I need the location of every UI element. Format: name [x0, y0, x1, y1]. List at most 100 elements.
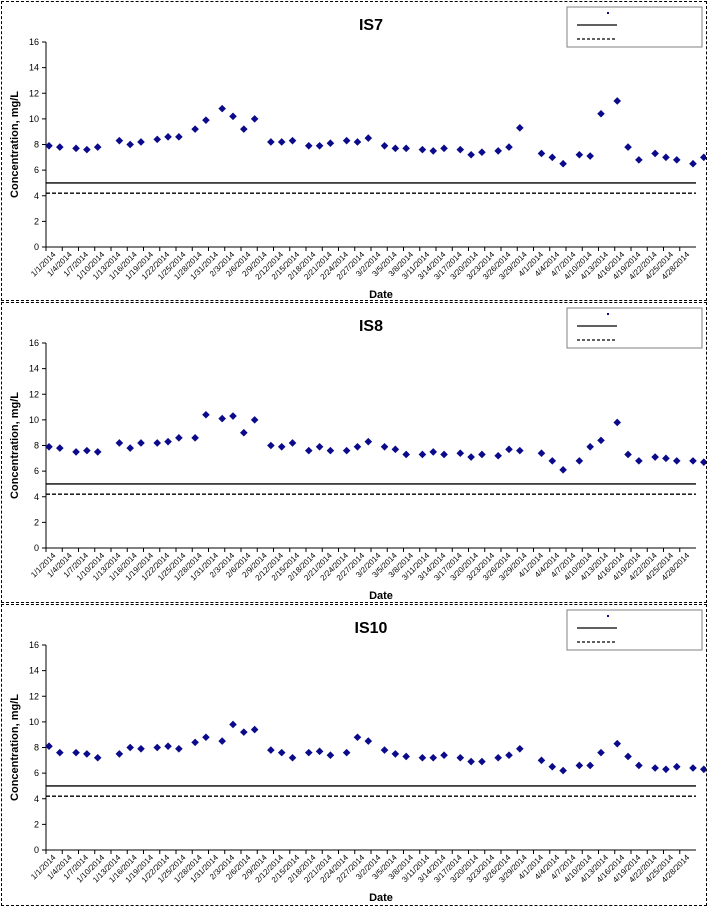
data-point: [115, 750, 124, 758]
data-point: [429, 147, 438, 155]
y-tick-label: 10: [29, 114, 39, 124]
data-point: [126, 444, 134, 452]
data-point: [229, 112, 237, 121]
y-tick-label: 16: [29, 640, 39, 650]
y-tick-label: 12: [29, 691, 39, 701]
data-point: [662, 153, 670, 162]
data-point: [662, 454, 670, 463]
data-point: [548, 153, 557, 162]
data-point: [277, 748, 286, 757]
data-point: [304, 141, 313, 150]
data-point: [137, 439, 145, 447]
data-point: [83, 446, 91, 455]
chart-is10: IS1002468101214161/1/20141/4/20141/7/201…: [9, 609, 708, 904]
data-point: [315, 442, 324, 451]
legend-frame: [566, 307, 703, 349]
y-tick-label: 2: [34, 216, 39, 226]
legend: [566, 307, 703, 349]
y-tick-label: 8: [34, 743, 39, 753]
data-point: [164, 742, 172, 751]
data-point: [559, 466, 567, 474]
data-point: [267, 746, 275, 754]
data-point: [137, 138, 145, 146]
data-point: [364, 437, 373, 446]
data-point: [586, 152, 594, 160]
data-point: [191, 738, 199, 747]
data-point: [402, 450, 410, 459]
data-point: [364, 134, 373, 142]
data-point: [175, 133, 183, 141]
data-point: [672, 457, 681, 465]
data-point: [456, 449, 465, 457]
data-point: [93, 143, 102, 151]
data-point: [202, 410, 210, 419]
data-point: [83, 750, 91, 758]
data-point: [516, 744, 524, 753]
data-point: [353, 138, 362, 146]
data-point: [153, 135, 162, 144]
x-axis-label: Date: [369, 289, 393, 300]
data-point: [456, 753, 465, 762]
data-point: [364, 737, 373, 745]
y-tick-label: 0: [34, 242, 39, 252]
chart-panel-is10: IS10 0 2 4 6 8 10 12 14 16 1/1/2014 1/4/2014 1/7/201…: [1, 604, 708, 906]
y-tick-label: 4: [34, 794, 39, 804]
data-point: [380, 442, 389, 451]
data-point: [93, 753, 102, 762]
data-point: [402, 144, 410, 153]
data-point: [240, 428, 248, 437]
data-point: [202, 733, 210, 742]
y-tick-label: 8: [34, 140, 39, 150]
y-tick-label: 12: [29, 389, 39, 399]
data-point: [250, 115, 259, 123]
data-point: [326, 446, 335, 455]
data-point: [164, 437, 172, 446]
data-point: [478, 757, 486, 766]
data-point: [342, 136, 351, 145]
data-point: [277, 442, 286, 451]
data-point: [45, 442, 53, 451]
data-point: [218, 737, 226, 745]
data-point: [505, 445, 513, 454]
data-point: [689, 764, 697, 772]
data-point: [429, 753, 438, 762]
data-point: [613, 418, 622, 427]
data-point: [516, 446, 524, 455]
data-point: [153, 439, 162, 447]
data-point: [250, 725, 259, 734]
data-point: [353, 442, 362, 451]
data-point: [267, 138, 275, 146]
data-point: [624, 450, 632, 459]
data-point: [559, 766, 567, 775]
y-tick-label: 16: [29, 338, 39, 348]
data-point: [597, 109, 605, 118]
data-point: [672, 156, 681, 164]
data-point: [418, 145, 427, 154]
data-point: [575, 761, 584, 770]
y-tick-label: 0: [34, 543, 39, 553]
data-point: [240, 728, 248, 736]
legend-frame: [566, 6, 703, 48]
data-point: [662, 765, 670, 774]
data-point: [689, 159, 697, 168]
data-point: [83, 145, 91, 154]
data-point: [651, 453, 659, 461]
y-tick-label: 14: [29, 364, 39, 374]
data-point: [72, 448, 80, 456]
y-tick-label: 6: [34, 165, 39, 175]
data-point: [277, 138, 286, 146]
y-tick-label: 4: [34, 191, 39, 201]
data-point: [56, 748, 64, 757]
data-point: [613, 97, 622, 105]
data-point: [505, 143, 513, 151]
data-point: [218, 104, 226, 113]
data-point: [56, 444, 64, 452]
data-point: [624, 143, 632, 151]
legend-marker-swatch: [607, 615, 609, 617]
data-point: [164, 133, 172, 141]
data-point: [229, 412, 237, 420]
data-point: [304, 446, 313, 455]
data-point: [72, 144, 80, 153]
data-point: [635, 156, 643, 164]
